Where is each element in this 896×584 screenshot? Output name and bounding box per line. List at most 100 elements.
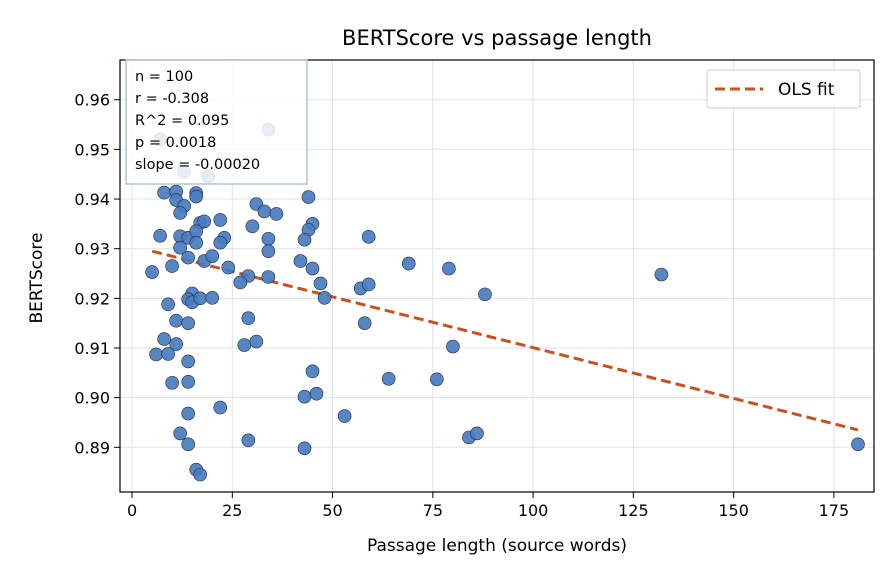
- stat-slope: slope = -0.00020: [135, 157, 260, 173]
- data-point: [357, 316, 372, 330]
- y-tick-label: 0.95: [74, 140, 110, 159]
- data-point: [181, 250, 195, 265]
- data-point: [470, 426, 484, 441]
- chart-title: BERTScore vs passage length: [342, 26, 652, 50]
- data-point: [269, 207, 284, 221]
- data-point: [165, 375, 179, 390]
- data-point: [241, 433, 256, 448]
- x-tick-label: 0: [127, 501, 137, 520]
- stats-box: n = 100 r = -0.308 R^2 = 0.095 p = 0.001…: [125, 59, 308, 185]
- data-point: [189, 224, 204, 239]
- x-axis-ticks: 0 25 50 75 100 125 150 175: [127, 492, 849, 520]
- y-axis-ticks: 0.89 0.90 0.91 0.92 0.93 0.94 0.95 0.96: [74, 91, 120, 457]
- data-point: [153, 228, 167, 243]
- legend-frame: [706, 69, 861, 109]
- data-point: [261, 270, 276, 284]
- legend-fit-label: OLS fit: [778, 80, 835, 100]
- data-points: [145, 122, 865, 482]
- data-point: [173, 426, 187, 441]
- data-point: [213, 235, 228, 250]
- y-tick-label: 0.94: [74, 190, 110, 209]
- data-point: [237, 338, 252, 352]
- data-point: [361, 229, 376, 244]
- data-point: [401, 256, 416, 271]
- data-point: [851, 437, 865, 452]
- x-tick-label: 100: [518, 501, 549, 520]
- data-point: [197, 214, 212, 229]
- stat-r: r = -0.308: [135, 91, 209, 107]
- data-point: [169, 337, 183, 351]
- data-point: [193, 291, 208, 306]
- data-point: [181, 354, 195, 369]
- data-point: [145, 265, 159, 279]
- data-point: [213, 213, 228, 227]
- data-point: [181, 374, 195, 389]
- data-point: [297, 441, 312, 456]
- data-point: [161, 347, 175, 361]
- data-point: [161, 297, 175, 312]
- data-point: [189, 189, 204, 204]
- data-point: [442, 261, 456, 276]
- stat-r-squared: R^2 = 0.095: [135, 113, 229, 129]
- data-point: [317, 291, 332, 305]
- stat-n: n = 100: [135, 69, 193, 85]
- data-point: [149, 347, 163, 362]
- data-point: [293, 254, 308, 268]
- data-point: [169, 313, 183, 328]
- data-point: [305, 364, 320, 379]
- data-point: [337, 409, 352, 423]
- data-point: [257, 204, 272, 219]
- x-tick-label: 175: [819, 501, 850, 520]
- data-point: [297, 232, 312, 247]
- data-point: [381, 371, 396, 386]
- data-point: [189, 235, 204, 250]
- x-tick-label: 50: [322, 501, 342, 520]
- data-point: [361, 277, 376, 292]
- data-point: [305, 261, 320, 276]
- data-point: [205, 249, 220, 263]
- data-point: [249, 334, 264, 349]
- data-point: [430, 372, 444, 387]
- data-point: [205, 291, 220, 305]
- x-tick-label: 25: [222, 501, 242, 520]
- data-point: [261, 244, 276, 258]
- x-tick-label: 75: [423, 501, 443, 520]
- legend: OLS fit: [706, 69, 861, 109]
- x-tick-label: 125: [618, 501, 649, 520]
- data-point: [241, 311, 256, 326]
- stat-p: p = 0.0018: [135, 135, 216, 151]
- data-point: [478, 287, 492, 302]
- data-point: [309, 386, 324, 401]
- data-point: [233, 275, 248, 290]
- data-point: [297, 389, 312, 404]
- y-tick-label: 0.96: [74, 91, 110, 110]
- y-tick-label: 0.93: [74, 240, 110, 259]
- grid-lines: [120, 60, 874, 492]
- data-point: [157, 185, 171, 200]
- stats-box-frame: [125, 59, 308, 185]
- data-point: [181, 316, 195, 330]
- y-tick-label: 0.90: [74, 389, 110, 408]
- data-point: [221, 260, 236, 275]
- plot-frame: [119, 59, 875, 493]
- y-tick-label: 0.89: [74, 438, 110, 457]
- data-point: [165, 259, 179, 273]
- y-axis-label: BERTScore: [27, 233, 47, 324]
- x-axis-label: Passage length (source words): [367, 536, 627, 556]
- data-point: [181, 406, 195, 421]
- data-point: [654, 267, 669, 282]
- data-point: [193, 467, 208, 482]
- y-tick-label: 0.91: [74, 339, 110, 358]
- data-point: [213, 400, 228, 415]
- data-point: [301, 190, 316, 204]
- data-point: [173, 240, 187, 255]
- data-point: [173, 206, 187, 220]
- data-point: [313, 276, 328, 291]
- data-point: [261, 231, 276, 246]
- data-point: [157, 332, 171, 346]
- data-point: [181, 437, 195, 452]
- x-tick-label: 150: [718, 501, 749, 520]
- data-point: [446, 339, 460, 354]
- data-point: [245, 219, 260, 234]
